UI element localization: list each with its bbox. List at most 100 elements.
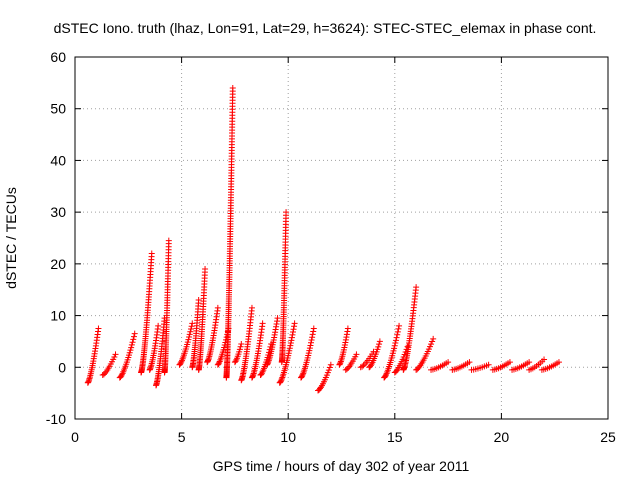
data-point [394, 331, 401, 338]
data-point [187, 326, 194, 333]
data-point [258, 371, 265, 378]
data-point [291, 323, 298, 330]
data-point [343, 331, 350, 338]
data-point [308, 339, 315, 346]
y-tick-label: -10 [46, 411, 66, 427]
data-point [426, 343, 433, 350]
satellite-pass [276, 320, 298, 386]
data-point [278, 377, 285, 384]
data-point [289, 329, 296, 336]
y-tick-label: 10 [50, 308, 66, 324]
data-point [310, 325, 317, 332]
data-point [416, 363, 423, 370]
data-point [430, 335, 437, 342]
satellite-pass [468, 361, 492, 373]
y-tick-labels: -10 0 10 20 30 40 50 60 [46, 49, 66, 427]
data-point [391, 342, 398, 349]
data-point [393, 334, 400, 341]
data-point [131, 330, 138, 337]
satellite-pass [526, 356, 548, 373]
data-point [413, 284, 420, 291]
data-point [376, 338, 383, 345]
data-point [287, 342, 294, 349]
data-point [306, 347, 313, 354]
data-point [129, 339, 136, 346]
x-tick-label: 0 [71, 429, 79, 445]
data-point [466, 359, 473, 366]
data-point [506, 359, 513, 366]
satellite-pass [84, 325, 102, 386]
data-point [345, 364, 352, 371]
data-point [367, 362, 374, 369]
data-point [306, 345, 313, 352]
data-point [428, 341, 435, 348]
data-point [215, 361, 222, 368]
data-point [290, 326, 297, 333]
x-tick-label: 20 [494, 429, 510, 445]
data-point [288, 334, 295, 341]
data-point [258, 370, 265, 377]
data-point [155, 322, 162, 329]
y-tick-label: 20 [50, 256, 66, 272]
data-point [395, 325, 402, 332]
data-point [307, 342, 314, 349]
data-point [326, 364, 333, 371]
data-point [375, 343, 382, 350]
satellite-pass [400, 284, 420, 373]
data-point [344, 325, 351, 332]
x-axis-label: GPS time / hours of day 302 of year 2011 [213, 458, 470, 474]
data-point [429, 338, 436, 345]
data-point [177, 360, 184, 367]
satellite-pass [263, 315, 281, 368]
satellite-pass [204, 304, 221, 366]
data-point [394, 328, 401, 335]
x-tick-label: 5 [178, 429, 186, 445]
satellite-pass [381, 322, 403, 381]
data-point [195, 297, 202, 304]
data-point [237, 343, 244, 350]
satellite-pass [413, 335, 437, 373]
data-point [95, 325, 102, 332]
data-point [283, 209, 290, 216]
satellite-pass [449, 359, 473, 373]
satellite-pass [116, 330, 138, 381]
x-tick-labels: 0 5 10 15 20 25 [71, 429, 616, 445]
data-point [325, 367, 332, 374]
data-point [259, 320, 266, 327]
data-point [353, 351, 360, 358]
satellite-pass [248, 320, 266, 381]
data-point [299, 371, 306, 378]
data-point [309, 331, 316, 338]
data-point [327, 361, 334, 368]
satellite-pass [231, 341, 245, 366]
data-point [382, 373, 389, 380]
data-point [555, 359, 562, 366]
data-point [229, 85, 236, 92]
data-point [343, 334, 350, 341]
satellite-pass [214, 325, 232, 368]
data-point [342, 336, 349, 343]
data-point [392, 340, 399, 347]
data-point [360, 362, 367, 369]
satellite-pass [509, 359, 533, 373]
data-point [118, 371, 125, 378]
y-axis-label: dSTEC / TECUs [3, 187, 19, 289]
satellite-pass [223, 85, 236, 381]
satellite-pass [297, 325, 317, 381]
satellite-pass [161, 237, 172, 376]
satellite-pass [428, 359, 452, 373]
data-point [187, 328, 194, 335]
data-point [128, 341, 135, 348]
satellite-pass [238, 304, 255, 384]
satellite-pass [278, 209, 290, 366]
data-point [396, 322, 403, 329]
data-point [286, 345, 293, 352]
data-point [289, 331, 296, 338]
data-point [238, 341, 245, 348]
data-point [185, 336, 192, 343]
data-point [393, 367, 400, 374]
data-point [308, 337, 315, 344]
satellite-pass [195, 266, 209, 373]
satellite-pass [176, 320, 196, 368]
x-tick-label: 10 [280, 429, 296, 445]
